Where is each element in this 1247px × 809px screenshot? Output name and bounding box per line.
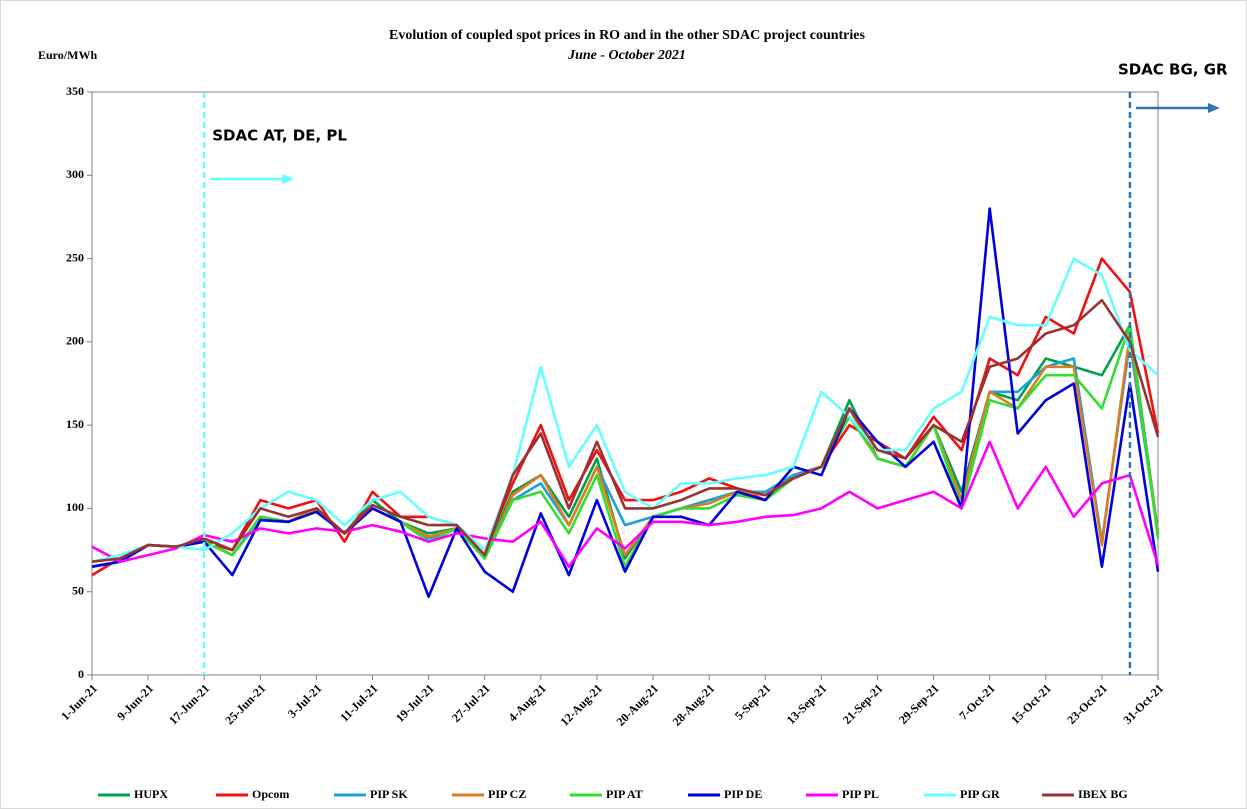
- legend-label: Opcom: [252, 787, 289, 801]
- annotation-text: SDAC AT, DE, PL: [212, 127, 347, 145]
- legend-label: PIP AT: [606, 787, 643, 801]
- y-tick-label: 150: [66, 417, 84, 431]
- y-tick-label: 100: [66, 500, 84, 514]
- legend-label: PIP GR: [960, 787, 1000, 801]
- chart-subtitle: June - October 2021: [567, 48, 686, 63]
- series-line: [91, 298, 1160, 563]
- series-line: [91, 440, 1160, 568]
- legend-label: HUPX: [134, 787, 168, 801]
- legend-label: PIP SK: [370, 787, 408, 801]
- legend-label: PIP DE: [724, 787, 762, 801]
- y-tick-label: 300: [66, 167, 84, 181]
- annotation-arrowhead: [282, 174, 295, 184]
- annotation-arrowhead: [1207, 103, 1220, 113]
- legend-label: IBEX BG: [1078, 787, 1128, 801]
- series-line: [91, 207, 1160, 598]
- y-tick-label: 200: [66, 334, 84, 348]
- y-tick-label: 350: [66, 84, 84, 98]
- y-tick-label: 250: [66, 250, 84, 264]
- y-tick-label: 0: [78, 667, 84, 681]
- y-tick-label: 50: [72, 583, 84, 597]
- legend-label: PIP PL: [842, 787, 879, 801]
- series-line: [91, 323, 1160, 568]
- annotation-text: SDAC BG, GR: [1118, 61, 1228, 79]
- plot-area: [91, 91, 1159, 676]
- y-axis-label: Euro/MWh: [38, 48, 97, 62]
- legend-label: PIP CZ: [488, 787, 526, 801]
- chart-title: Evolution of coupled spot prices in RO a…: [389, 28, 865, 43]
- series-line: [91, 257, 1159, 563]
